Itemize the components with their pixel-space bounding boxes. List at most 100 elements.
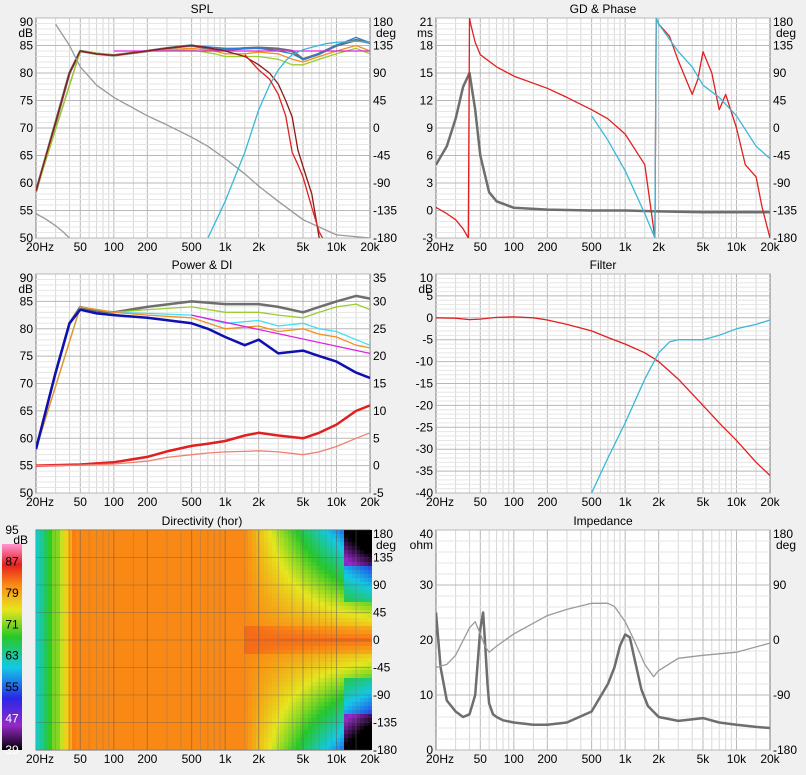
heatmap-cell [140,570,144,574]
heatmap-cell [160,558,164,562]
heatmap-cell [256,614,260,618]
heatmap-cell [228,578,232,582]
heatmap-cell [116,742,120,746]
heatmap-cell [156,614,160,618]
heatmap-cell [148,602,152,606]
heatmap-cell [340,626,344,630]
x-tick-label: 1k [219,495,233,509]
heatmap-cell [356,562,360,566]
heatmap-cell [240,602,244,606]
heatmap-cell [332,586,336,590]
heatmap-cell [256,626,260,630]
heatmap-cell [220,746,224,750]
heatmap-cell [340,622,344,626]
heatmap-cell [44,670,48,674]
heatmap-cell [348,726,352,730]
heatmap-cell [76,714,80,718]
heatmap-cell [172,674,176,678]
heatmap-cell [60,586,64,590]
heatmap-cell [140,542,144,546]
heatmap-cell [280,650,284,654]
heatmap-cell [320,550,324,554]
heatmap-cell [360,550,364,554]
heatmap-cell [60,690,64,694]
heatmap-cell [232,682,236,686]
heatmap-cell [232,626,236,630]
heatmap-cell [132,714,136,718]
heatmap-cell [40,702,44,706]
heatmap-cell [84,558,88,562]
heatmap-cell [320,674,324,678]
heatmap-cell [44,530,48,534]
heatmap-cell [220,642,224,646]
heatmap-cell [304,574,308,578]
heatmap-cell [124,574,128,578]
heatmap-cell [176,742,180,746]
heatmap-cell [64,714,68,718]
heatmap-cell [344,702,348,706]
heatmap-cell [160,682,164,686]
heatmap-cell [248,642,252,646]
heatmap-cell [160,570,164,574]
heatmap-cell [136,550,140,554]
heatmap-cell [48,626,52,630]
x-tick-label: 50 [74,240,88,254]
heatmap-cell [172,726,176,730]
heatmap-cell [260,590,264,594]
heatmap-cell [320,662,324,666]
heatmap-cell [160,698,164,702]
heatmap-cell [252,602,256,606]
heatmap-cell [204,714,208,718]
heatmap-cell [348,618,352,622]
heatmap-cell [360,566,364,570]
heatmap-cell [92,542,96,546]
heatmap-cell [116,654,120,658]
heatmap-cell [248,686,252,690]
heatmap-cell [268,530,272,534]
heatmap-cell [304,706,308,710]
x-tick-label: 10k [727,495,747,509]
heatmap-cell [272,542,276,546]
heatmap-cell [364,530,368,534]
heatmap-cell [56,730,60,734]
heatmap-cell [40,546,44,550]
heatmap-cell [260,542,264,546]
heatmap-cell [60,618,64,622]
heatmap-cell [204,690,208,694]
heatmap-cell [360,534,364,538]
heatmap-cell [272,598,276,602]
heatmap-cell [192,542,196,546]
heatmap-cell [260,698,264,702]
heatmap-cell [172,566,176,570]
heatmap-cell [296,734,300,738]
heatmap-cell [60,538,64,542]
heatmap-cell [248,690,252,694]
heatmap-cell [168,742,172,746]
heatmap-cell [184,678,188,682]
heatmap-cell [320,726,324,730]
heatmap-cell [184,622,188,626]
heatmap-cell [364,646,368,650]
heatmap-cell [152,714,156,718]
heatmap-cell [192,634,196,638]
heatmap-cell [132,630,136,634]
heatmap-cell [320,630,324,634]
heatmap-cell [252,546,256,550]
heatmap-cell [364,542,368,546]
heatmap-cell [196,534,200,538]
heatmap-cell [216,586,220,590]
heatmap-cell [284,570,288,574]
heatmap-cell [148,654,152,658]
heatmap-cell [340,726,344,730]
heatmap-cell [76,578,80,582]
heatmap-cell [224,734,228,738]
heatmap-cell [124,738,128,742]
heatmap-cell [288,706,292,710]
heatmap-cell [224,566,228,570]
heatmap-cell [364,678,368,682]
heatmap-cell [132,690,136,694]
heatmap-cell [356,550,360,554]
heatmap-cell [128,546,132,550]
heatmap-cell [160,710,164,714]
heatmap-cell [104,686,108,690]
